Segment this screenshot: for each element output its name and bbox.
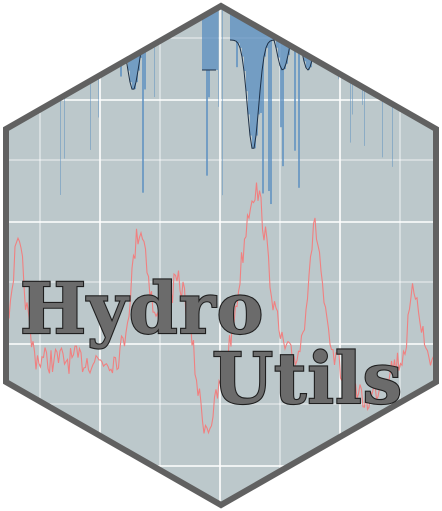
rainfall-bar — [312, 6, 314, 61]
rainfall-bar — [222, 6, 223, 196]
rainfall-bar — [148, 6, 150, 32]
rainfall-bar — [232, 6, 234, 41]
rainfall-bar — [292, 6, 294, 37]
rainfall-bar — [270, 6, 272, 205]
rainfall-bar — [242, 6, 244, 57]
rainfall-bar — [90, 6, 91, 150]
flow-line — [6, 182, 436, 435]
hex-border — [3, 2, 439, 509]
rainfall-bar — [212, 6, 214, 70]
rainfall-bar — [234, 6, 236, 41]
rainfall-bar — [122, 6, 124, 40]
rainfall-bar — [202, 6, 204, 70]
rainfall-bar — [240, 6, 242, 48]
rainfall-outline — [229, 29, 319, 149]
rainfall-bar — [282, 6, 284, 167]
rainfall-bar — [214, 6, 216, 70]
rainfall-bar — [98, 6, 99, 118]
rainfall-bar — [294, 6, 296, 151]
rainfall-bar — [318, 6, 320, 34]
rainfall-bar — [268, 6, 270, 192]
rainfall-bar — [64, 6, 65, 159]
hex-background — [6, 6, 436, 505]
rainfall-bar — [142, 6, 144, 193]
rainfall-bar — [300, 6, 302, 43]
rainfall-bar — [130, 6, 132, 83]
rainfall-bar — [378, 6, 379, 77]
rainfall-bar — [250, 6, 252, 136]
rainfall-bar — [280, 6, 282, 128]
rainfall-bar — [230, 6, 232, 41]
rainfall-bar — [144, 6, 146, 90]
rainfall-bar — [236, 6, 238, 68]
rainfall-bar — [290, 6, 292, 46]
rainfall-bar — [126, 6, 128, 58]
rainfall-bar — [350, 6, 351, 143]
rainfall-bar — [314, 6, 316, 51]
rainfall-bar — [296, 6, 298, 31]
rainfall-bar — [260, 6, 262, 113]
rainfall-bar — [218, 6, 219, 107]
rainfall-bar — [252, 6, 254, 149]
rainfall-bar — [392, 6, 393, 167]
rainfall-bar — [302, 6, 304, 53]
rainfall-bar — [258, 6, 260, 115]
rainfall-bar — [208, 6, 210, 98]
logo-word-hydro: Hydro — [20, 267, 264, 350]
rainfall-bar — [338, 6, 339, 80]
rainfall-bar — [132, 6, 134, 90]
rainfall-bar — [364, 6, 365, 146]
rainfall-bar — [266, 6, 268, 48]
rainfall-bar — [316, 6, 318, 42]
rainfall-bar — [124, 6, 126, 47]
rainfall-bar — [256, 6, 258, 136]
rainfall-bar — [284, 6, 286, 70]
rainfall-bar — [134, 6, 136, 90]
rainfall-bar — [352, 6, 353, 115]
rainfall-bar — [216, 6, 218, 70]
rainfall-bar — [382, 6, 383, 158]
rainfall-bar — [244, 6, 246, 72]
rainfall-bar — [246, 6, 248, 92]
rainfall-bar — [204, 6, 206, 70]
rainfall-bar — [154, 6, 155, 98]
rainfall-bar — [210, 6, 212, 70]
rainfall-bar — [262, 6, 264, 194]
logo-word-utils: Utils — [212, 337, 403, 420]
rainfall-bar — [298, 6, 300, 188]
rainfall-bar — [254, 6, 256, 149]
rainfall-bar — [278, 6, 280, 58]
rainfall-bar — [238, 6, 240, 44]
rainfall-bar — [146, 6, 148, 35]
rainfall-bar — [248, 6, 250, 115]
rainfall-bar — [206, 6, 208, 176]
